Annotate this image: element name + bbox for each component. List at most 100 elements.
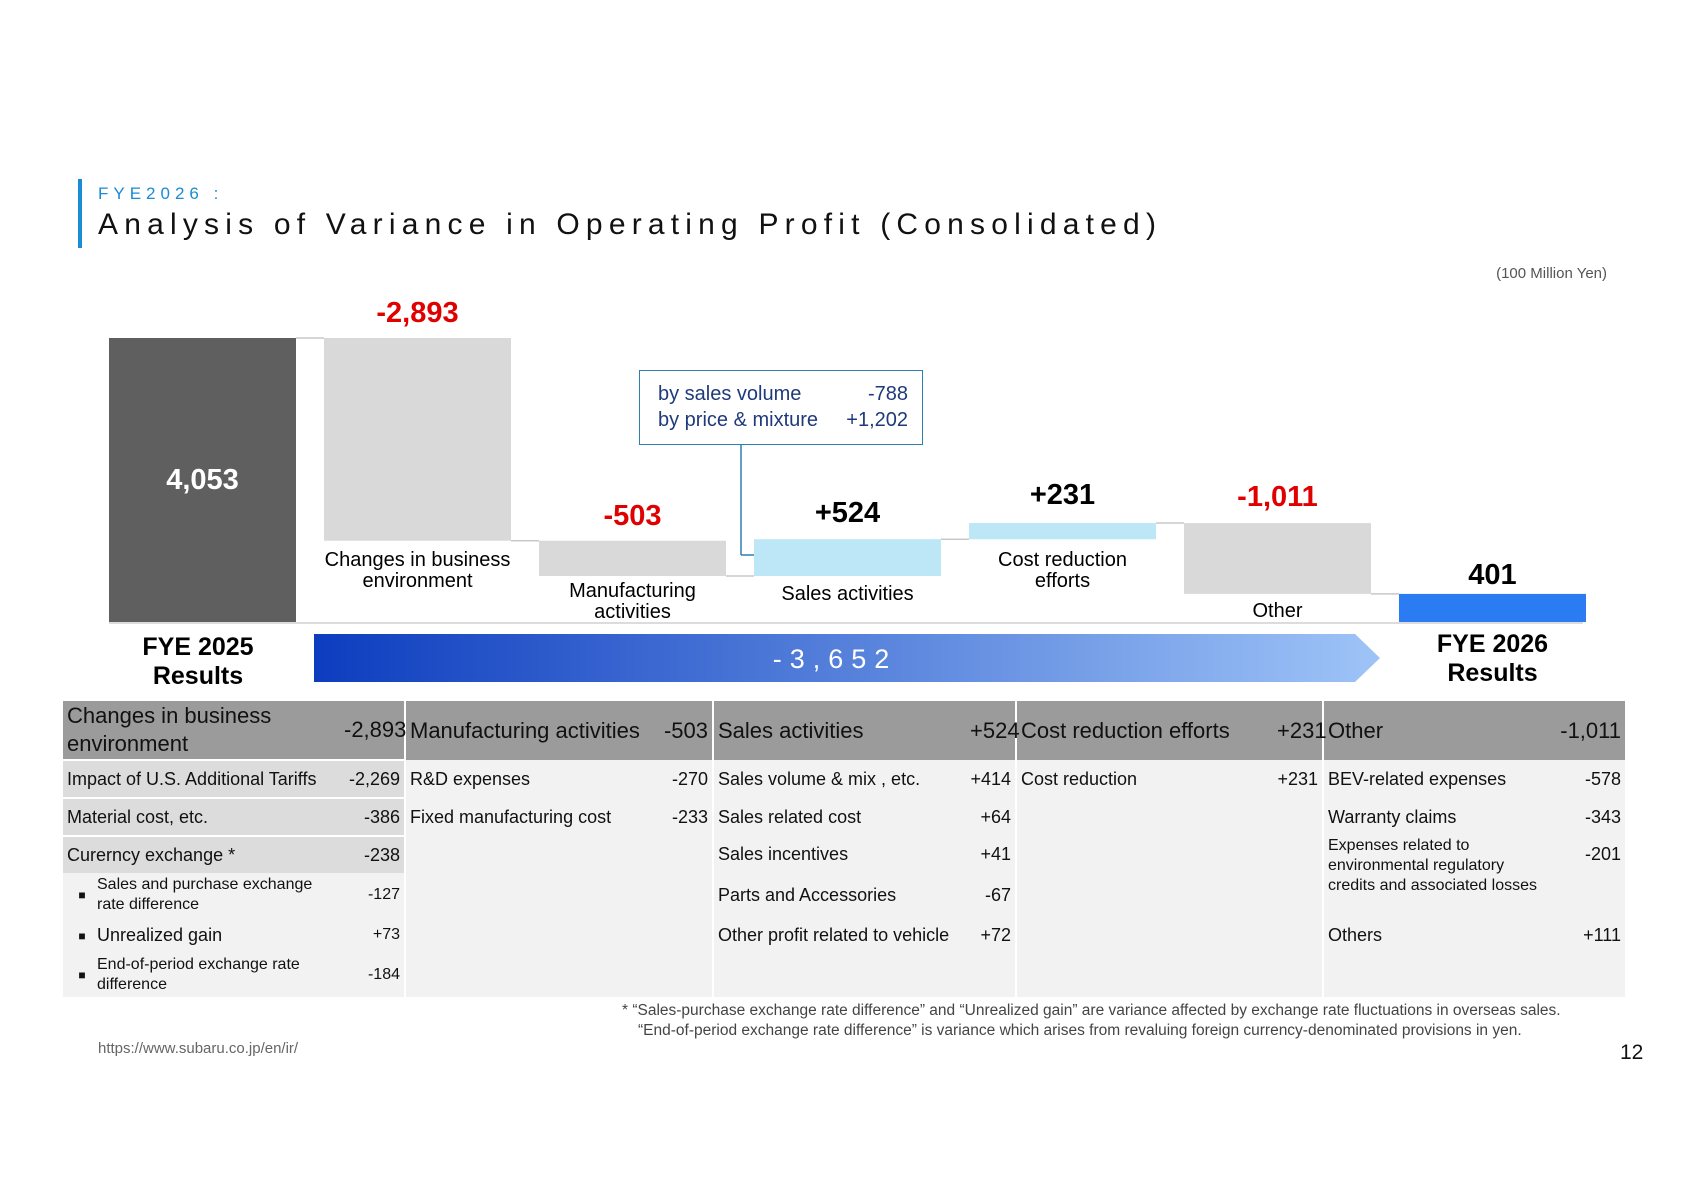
item-label: Sales volume & mix , etc. bbox=[712, 760, 966, 798]
item-value: +64 bbox=[966, 798, 1016, 836]
item-label: Curernсy exchange * bbox=[63, 835, 340, 873]
bullet-icon: ■ bbox=[78, 928, 86, 943]
column-value: -503 bbox=[658, 701, 713, 760]
empty-cell bbox=[1273, 953, 1323, 997]
item-value: +72 bbox=[966, 917, 1016, 953]
column-title: Other bbox=[1322, 701, 1555, 760]
column-value: +524 bbox=[966, 701, 1020, 760]
table-row: Impact of U.S. Additional Tariffs -2,269… bbox=[63, 759, 1625, 798]
empty-cell bbox=[658, 836, 713, 873]
website-url[interactable]: https://www.subaru.co.jp/en/ir/ bbox=[98, 1040, 299, 1057]
item-value: -67 bbox=[966, 873, 1016, 917]
category-label: efforts bbox=[1035, 570, 1090, 592]
item-value: -233 bbox=[658, 798, 713, 836]
item-label: Warranty claims bbox=[1322, 798, 1555, 836]
category-label: Sales activities bbox=[781, 583, 913, 605]
waterfall-bar bbox=[539, 540, 726, 576]
item-label: End-of-period exchange rate difference bbox=[97, 956, 300, 993]
empty-cell bbox=[1015, 836, 1273, 873]
column-title: Cost reduction efforts bbox=[1015, 701, 1273, 760]
empty-cell bbox=[1015, 917, 1273, 953]
empty-cell bbox=[404, 953, 658, 997]
unit-label: (100 Million Yen) bbox=[1496, 265, 1607, 282]
empty-cell bbox=[404, 873, 658, 917]
footnote: * “Sales-purchase exchange rate differen… bbox=[622, 1001, 1561, 1041]
table-row: ■ Unrealized gain +73 Other profit relate… bbox=[63, 917, 1625, 953]
sub-item: ■ Sales and purchase exchange rate differ… bbox=[63, 873, 340, 917]
empty-cell bbox=[1015, 873, 1273, 917]
page-number: 12 bbox=[1620, 1041, 1644, 1064]
item-value: +111 bbox=[1555, 917, 1625, 953]
bar-value-label: -503 bbox=[603, 500, 661, 532]
sub-item: ■ End-of-period exchange rate difference bbox=[63, 953, 340, 997]
item-label: Parts and Accessories bbox=[712, 873, 966, 917]
item-value: -2,269 bbox=[340, 759, 405, 798]
callout-value: -788 bbox=[867, 383, 908, 405]
callout-label: by price & mixture bbox=[658, 409, 819, 431]
category-label: Manufacturing bbox=[569, 580, 696, 602]
empty-cell bbox=[658, 873, 713, 917]
item-label: Cost reduction bbox=[1015, 760, 1273, 798]
callout-row: by sales volume -788 bbox=[658, 381, 908, 407]
bar-value-label: +524 bbox=[815, 497, 880, 529]
table-row: ■End-of-period exchange rate difference … bbox=[63, 953, 1625, 997]
category-label: FYE 2025 bbox=[142, 633, 253, 661]
title-accent-bar bbox=[78, 179, 82, 248]
total-change-label: -3,652 bbox=[773, 644, 898, 674]
empty-cell bbox=[658, 953, 713, 997]
sub-item: ■ Unrealized gain bbox=[63, 917, 340, 953]
waterfall-bar bbox=[324, 338, 511, 541]
category-label: Changes in business bbox=[325, 549, 511, 571]
item-label: R&D expenses bbox=[404, 760, 658, 798]
bar-value-label: 4,053 bbox=[166, 464, 239, 496]
category-label: Results bbox=[153, 662, 243, 690]
empty-cell bbox=[1555, 953, 1625, 997]
empty-cell bbox=[1273, 798, 1323, 836]
callout-row: by price & mixture +1,202 bbox=[658, 407, 908, 433]
bar-value-label: 401 bbox=[1468, 559, 1516, 591]
item-value: -201 bbox=[1555, 836, 1625, 917]
sales-breakdown-callout: by sales volume -788 by price & mixture … bbox=[639, 370, 923, 445]
empty-cell bbox=[1273, 836, 1323, 873]
category-label: Other bbox=[1252, 600, 1302, 622]
item-label: Expenses related to environmental regula… bbox=[1322, 836, 1555, 917]
empty-cell bbox=[966, 953, 1016, 997]
bar-value-label: -2,893 bbox=[376, 297, 458, 329]
table-row: ■ Sales and purchase exchange rate differ… bbox=[63, 873, 1625, 917]
item-value: -578 bbox=[1555, 760, 1625, 798]
item-value: -343 bbox=[1555, 798, 1625, 836]
empty-cell bbox=[404, 917, 658, 953]
empty-cell bbox=[1015, 798, 1273, 836]
category-label: environment bbox=[362, 570, 473, 592]
column-title: Manufacturing activities bbox=[404, 701, 658, 760]
item-value: +73 bbox=[340, 917, 405, 953]
item-value: -184 bbox=[340, 953, 405, 997]
item-value: -127 bbox=[340, 873, 405, 917]
bar-fye2026-results bbox=[1399, 593, 1586, 622]
callout-label: by sales volume bbox=[658, 383, 802, 405]
item-label: Fixed manufacturing cost bbox=[404, 798, 658, 836]
callout-value: +1,202 bbox=[846, 409, 908, 431]
table-header-row: Changes in business environment -2,893 M… bbox=[63, 701, 1625, 760]
footnote-line: “End-of-period exchange rate difference”… bbox=[638, 1022, 1522, 1039]
item-label: Material cost, etc. bbox=[63, 797, 340, 836]
category-label: Results bbox=[1447, 659, 1537, 687]
page-subtitle: FYE2026 : bbox=[98, 184, 224, 203]
item-value: -238 bbox=[340, 835, 405, 873]
variance-detail-table: Changes in business environment -2,893 M… bbox=[63, 701, 1625, 997]
table-row: Curernсy exchange * -238 Sales incentive… bbox=[63, 835, 1625, 917]
bar-value-label: -1,011 bbox=[1237, 481, 1318, 513]
item-label: Other profit related to vehicle bbox=[712, 917, 966, 953]
column-value: -2,893 bbox=[340, 701, 406, 760]
item-label: BEV-related expenses bbox=[1322, 760, 1555, 798]
page-title: Analysis of Variance in Operating Profit… bbox=[98, 208, 1163, 241]
category-label: FYE 2026 bbox=[1437, 630, 1548, 658]
total-change-arrow bbox=[314, 634, 1380, 682]
empty-cell bbox=[1015, 953, 1273, 997]
item-value: +41 bbox=[966, 836, 1016, 873]
item-label: Sales incentives bbox=[712, 836, 966, 873]
column-title: Sales activities bbox=[712, 701, 966, 760]
bullet-icon: ■ bbox=[78, 888, 86, 902]
empty-cell bbox=[1322, 953, 1555, 997]
